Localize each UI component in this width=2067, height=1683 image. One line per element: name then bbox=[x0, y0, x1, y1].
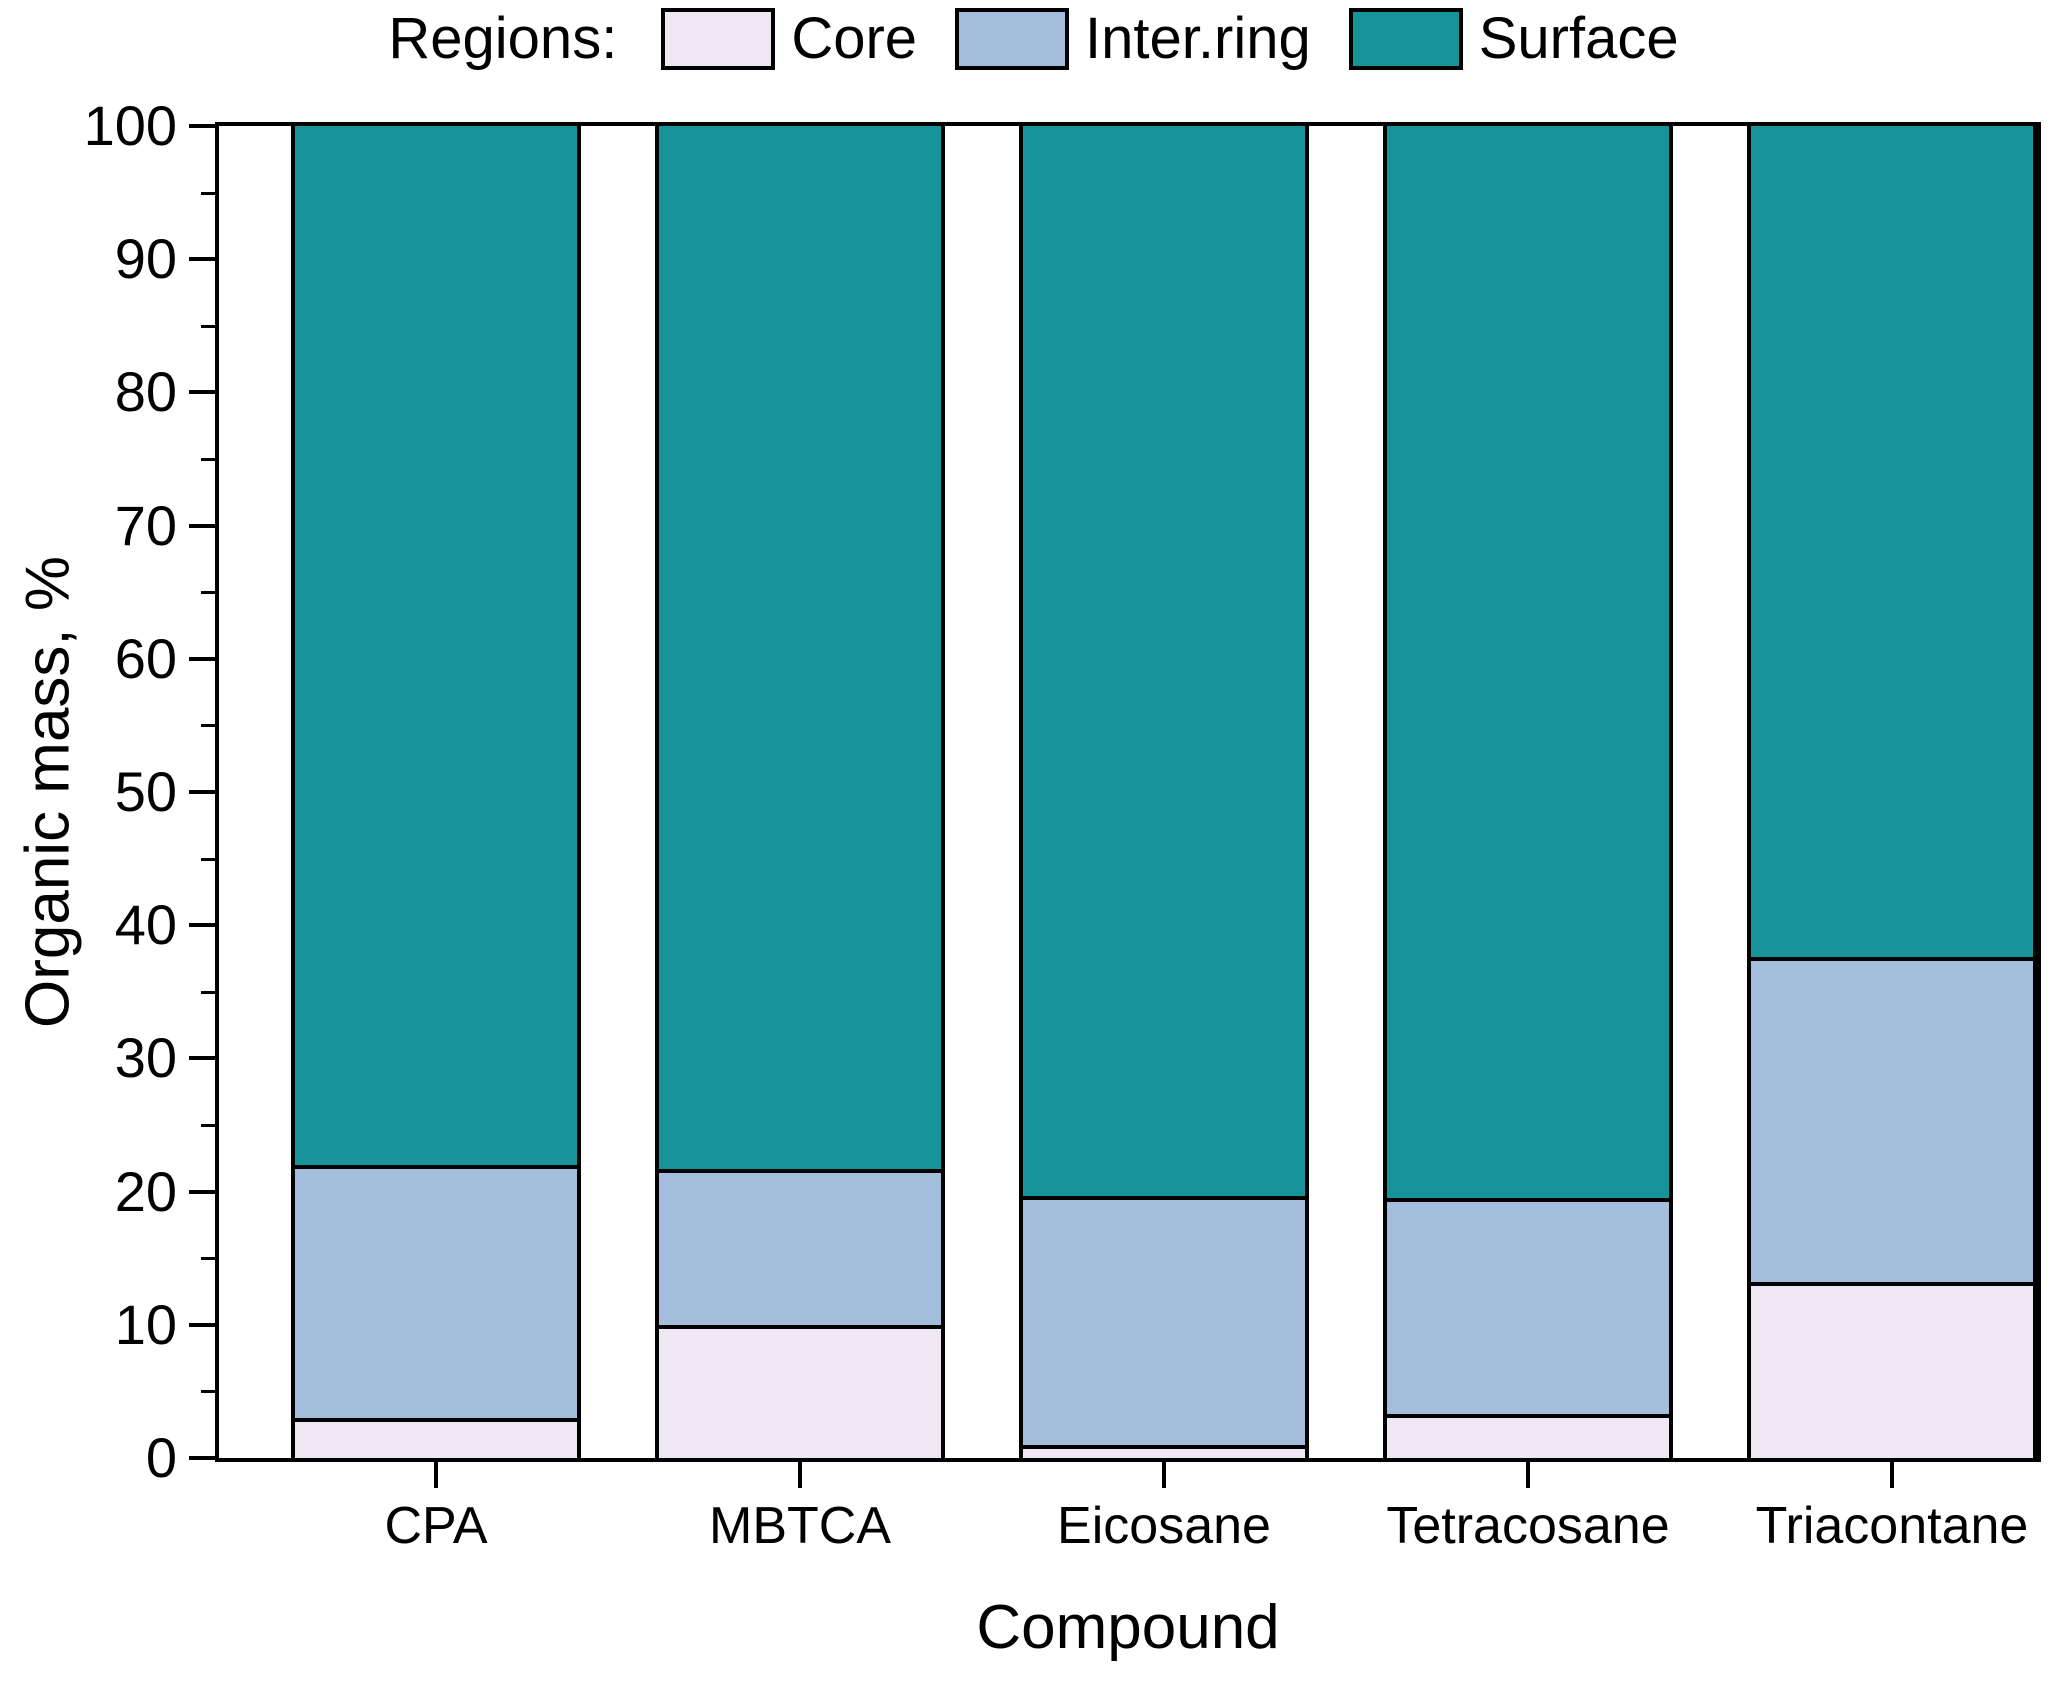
x-category-label-eicosane: Eicosane bbox=[1057, 1497, 1271, 1555]
y-major-tick bbox=[189, 1456, 215, 1460]
legend-label-core: Core bbox=[791, 6, 918, 71]
y-tick-label: 90 bbox=[114, 227, 177, 291]
legend-swatch-core bbox=[661, 8, 776, 70]
x-tick-tetracosane bbox=[1526, 1462, 1530, 1488]
y-minor-tick bbox=[201, 857, 215, 861]
legend-label-surface: Surface bbox=[1478, 6, 1679, 71]
segment-surface-mbtca bbox=[659, 126, 941, 1169]
x-category-label-cpa: CPA bbox=[384, 1497, 488, 1555]
legend: Regions: Core Inter.ring Surface bbox=[0, 4, 2067, 74]
y-major-tick bbox=[189, 257, 215, 262]
y-major-tick bbox=[189, 656, 215, 661]
segment-surface-tetracosane bbox=[1387, 126, 1669, 1199]
bar-tetracosane bbox=[1383, 126, 1673, 1458]
y-tick-label: 70 bbox=[114, 493, 177, 557]
y-major-tick bbox=[189, 1322, 215, 1327]
y-tick-label: 40 bbox=[114, 893, 177, 957]
y-major-tick bbox=[189, 124, 215, 128]
segment-inter-ring-tetracosane bbox=[1387, 1198, 1669, 1415]
y-tick-label: 0 bbox=[145, 1426, 177, 1489]
y-major-tick bbox=[189, 523, 215, 528]
y-minor-tick bbox=[201, 458, 215, 461]
x-category-label-mbtca: MBTCA bbox=[709, 1497, 891, 1555]
legend-swatch-inter-ring bbox=[955, 8, 1070, 70]
y-major-tick bbox=[189, 790, 215, 794]
bar-triacontane bbox=[1747, 126, 2037, 1458]
segment-core-triacontane bbox=[1751, 1282, 2033, 1458]
segment-core-mbtca bbox=[659, 1324, 941, 1458]
y-minor-tick bbox=[201, 1257, 215, 1261]
segment-inter-ring-cpa bbox=[295, 1164, 577, 1419]
segment-inter-ring-eicosane bbox=[1023, 1195, 1305, 1445]
segment-surface-cpa bbox=[295, 126, 577, 1165]
bar-cpa bbox=[291, 126, 581, 1458]
y-minor-tick bbox=[201, 324, 215, 328]
legend-item-inter-ring: Inter.ring bbox=[955, 4, 1311, 74]
segment-surface-eicosane bbox=[1023, 126, 1305, 1196]
y-tick-label: 100 bbox=[83, 94, 177, 157]
x-tick-eicosane bbox=[1162, 1462, 1166, 1488]
y-major-tick bbox=[189, 390, 215, 395]
segment-core-tetracosane bbox=[1387, 1414, 1669, 1458]
y-tick-label: 20 bbox=[114, 1159, 177, 1223]
y-major-tick bbox=[189, 1189, 215, 1194]
segment-inter-ring-mbtca bbox=[659, 1168, 941, 1325]
y-minor-tick bbox=[201, 191, 215, 195]
legend-item-core: Core bbox=[661, 4, 917, 74]
y-tick-label: 30 bbox=[114, 1026, 177, 1090]
x-tick-triacontane bbox=[1890, 1462, 1894, 1488]
bar-mbtca bbox=[655, 126, 945, 1458]
segment-surface-triacontane bbox=[1751, 126, 2033, 958]
legend-swatch-surface bbox=[1348, 8, 1463, 70]
y-minor-tick bbox=[201, 1124, 215, 1127]
y-major-tick bbox=[189, 1056, 215, 1061]
bar-eicosane bbox=[1019, 126, 1309, 1458]
segment-inter-ring-triacontane bbox=[1751, 957, 2033, 1283]
y-tick-label: 60 bbox=[114, 626, 177, 690]
y-tick-label: 10 bbox=[114, 1292, 177, 1356]
segment-core-cpa bbox=[295, 1418, 577, 1458]
y-minor-tick bbox=[201, 1390, 215, 1394]
segment-core-eicosane bbox=[1023, 1444, 1305, 1458]
x-axis-title: Compound bbox=[976, 1593, 1280, 1662]
y-tick-label: 80 bbox=[114, 360, 177, 424]
plot-area bbox=[215, 122, 2041, 1462]
x-category-label-triacontane: Triacontane bbox=[1755, 1497, 2029, 1555]
x-tick-mbtca bbox=[798, 1462, 802, 1488]
y-tick-label: 50 bbox=[114, 760, 177, 823]
legend-title: Regions: bbox=[388, 6, 618, 71]
x-tick-cpa bbox=[434, 1462, 438, 1488]
legend-label-inter-ring: Inter.ring bbox=[1085, 6, 1311, 71]
y-major-tick bbox=[189, 923, 215, 928]
y-minor-tick bbox=[201, 591, 215, 595]
y-minor-tick bbox=[201, 724, 215, 728]
y-minor-tick bbox=[201, 990, 215, 994]
x-category-label-tetracosane: Tetracosane bbox=[1386, 1497, 1670, 1555]
legend-item-surface: Surface bbox=[1348, 4, 1679, 74]
